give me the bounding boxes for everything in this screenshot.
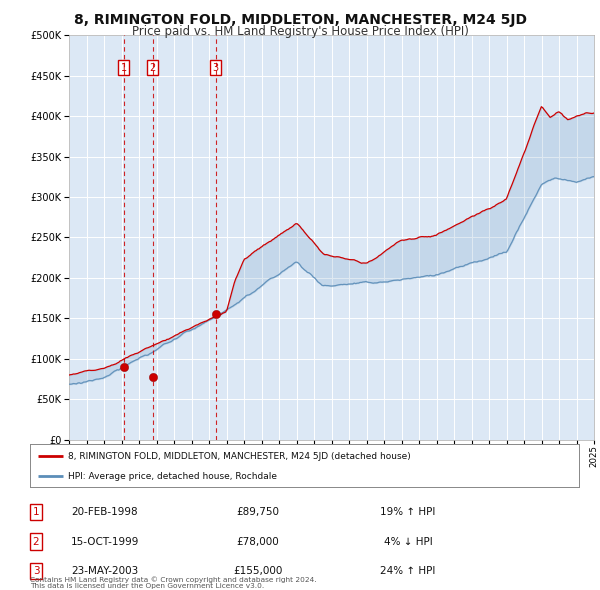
Text: 3: 3 — [213, 63, 219, 73]
Text: £78,000: £78,000 — [236, 537, 280, 546]
Text: 3: 3 — [32, 566, 40, 576]
Text: 1: 1 — [121, 63, 127, 73]
Text: 8, RIMINGTON FOLD, MIDDLETON, MANCHESTER, M24 5JD (detached house): 8, RIMINGTON FOLD, MIDDLETON, MANCHESTER… — [68, 452, 411, 461]
Text: This data is licensed under the Open Government Licence v3.0.: This data is licensed under the Open Gov… — [30, 583, 264, 589]
Text: 8, RIMINGTON FOLD, MIDDLETON, MANCHESTER, M24 5JD: 8, RIMINGTON FOLD, MIDDLETON, MANCHESTER… — [74, 13, 527, 27]
Text: HPI: Average price, detached house, Rochdale: HPI: Average price, detached house, Roch… — [68, 471, 277, 481]
Text: 15-OCT-1999: 15-OCT-1999 — [71, 537, 139, 546]
Text: Contains HM Land Registry data © Crown copyright and database right 2024.: Contains HM Land Registry data © Crown c… — [30, 576, 317, 583]
Text: 23-MAY-2003: 23-MAY-2003 — [71, 566, 139, 576]
Text: £155,000: £155,000 — [233, 566, 283, 576]
Text: 20-FEB-1998: 20-FEB-1998 — [71, 507, 139, 517]
Text: 2: 2 — [149, 63, 156, 73]
Text: £89,750: £89,750 — [236, 507, 280, 517]
Text: 24% ↑ HPI: 24% ↑ HPI — [380, 566, 436, 576]
Text: Price paid vs. HM Land Registry's House Price Index (HPI): Price paid vs. HM Land Registry's House … — [131, 25, 469, 38]
Text: 19% ↑ HPI: 19% ↑ HPI — [380, 507, 436, 517]
Text: 4% ↓ HPI: 4% ↓ HPI — [383, 537, 433, 546]
Text: 1: 1 — [32, 507, 40, 517]
Text: 2: 2 — [32, 537, 40, 546]
